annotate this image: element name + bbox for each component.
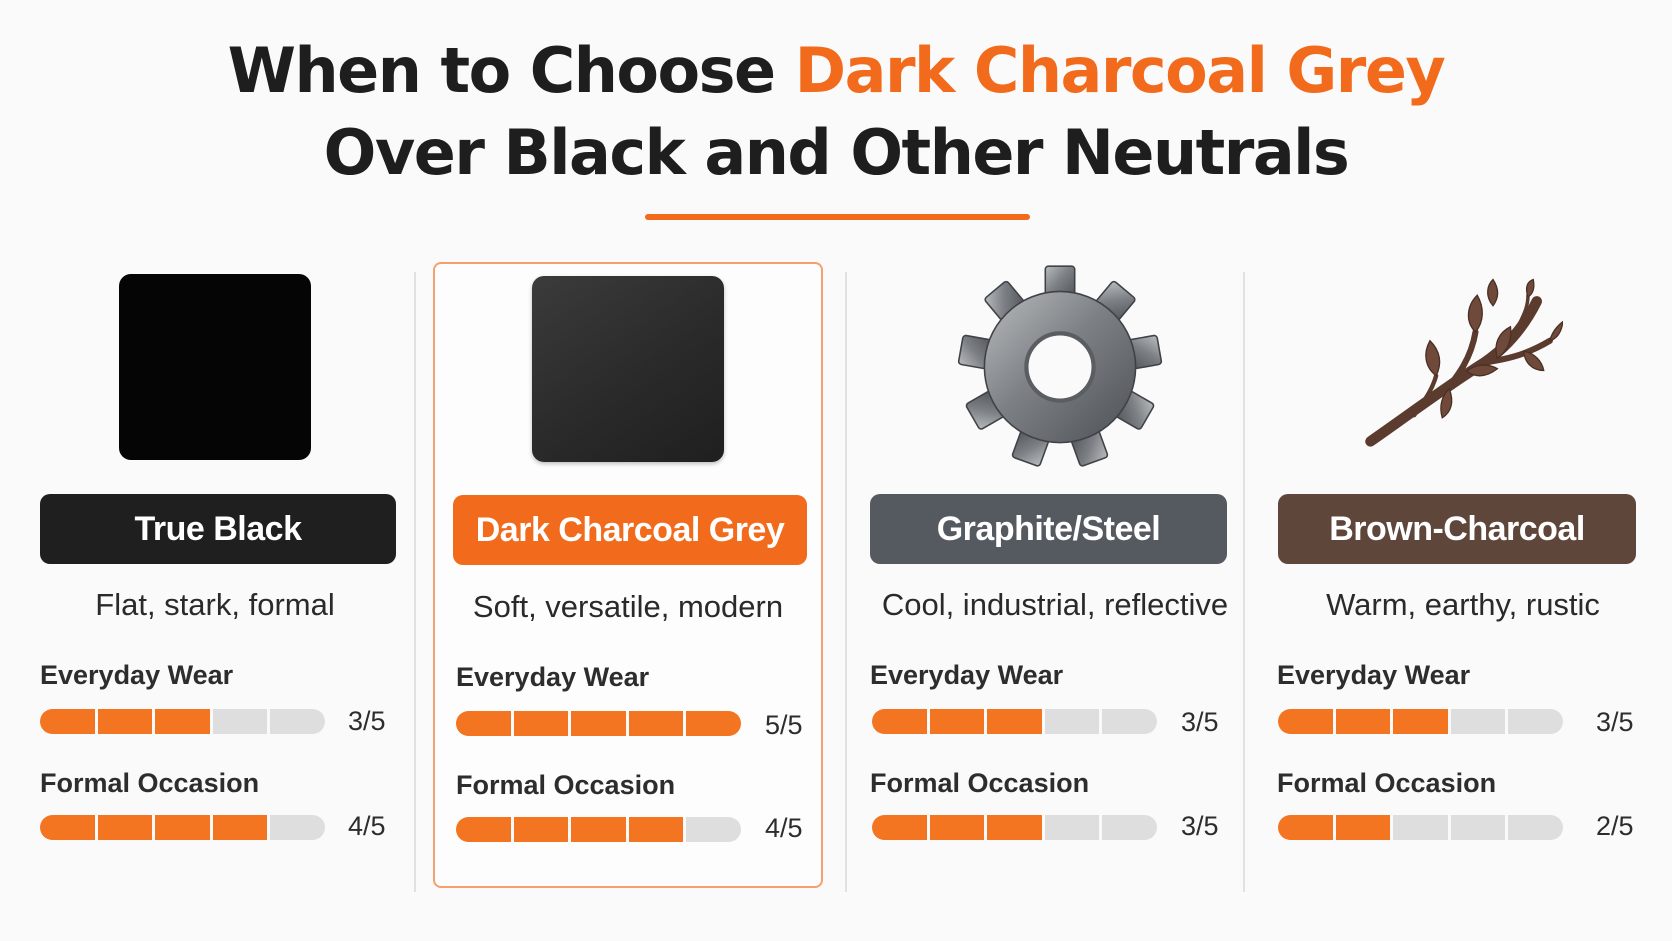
rating-score-formal: 4/5 — [348, 811, 386, 841]
column-divider — [414, 272, 416, 892]
option-card-dark-charcoal-grey: Dark Charcoal Grey Soft, versatile, mode… — [433, 262, 823, 888]
rating-segment-filled — [929, 709, 985, 734]
rating-segment-empty — [270, 815, 325, 840]
rating-segment-filled — [686, 711, 741, 736]
rating-label-everyday: Everyday Wear — [456, 662, 650, 692]
rating-label-everyday: Everyday Wear — [870, 660, 1064, 690]
rating-segment-empty — [1508, 709, 1563, 734]
rating-segment-filled — [97, 815, 153, 840]
charcoal-square-swatch — [523, 264, 733, 474]
rating-score-formal: 4/5 — [765, 813, 803, 843]
rating-label-everyday: Everyday Wear — [40, 660, 234, 690]
rating-segment-empty — [686, 817, 741, 842]
rating-bar-everyday — [872, 709, 1157, 734]
rating-segment-filled — [513, 817, 569, 842]
rating-segment-filled — [628, 817, 684, 842]
rating-score-everyday: 3/5 — [348, 706, 386, 736]
rating-segment-empty — [1450, 709, 1506, 734]
steel-gear-icon — [955, 262, 1165, 472]
rating-segment-empty — [1450, 815, 1506, 840]
rating-label-formal: Formal Occasion — [40, 768, 260, 798]
rating-segment-empty — [1044, 815, 1100, 840]
black-square-swatch — [110, 262, 320, 472]
option-description: Warm, earthy, rustic — [1326, 587, 1600, 622]
rating-label-formal: Formal Occasion — [1277, 768, 1497, 798]
rating-segment-filled — [571, 711, 626, 736]
option-description: Flat, stark, formal — [95, 587, 335, 622]
title-text: When to Choose — [227, 34, 795, 107]
rating-segment-filled — [872, 709, 927, 734]
rating-segment-filled — [872, 815, 927, 840]
option-description: Soft, versatile, modern — [472, 589, 784, 624]
page-title: When to Choose Dark Charcoal Grey Over B… — [0, 30, 1672, 194]
branch-icon — [1353, 262, 1563, 472]
option-name-pill: Brown-Charcoal — [1278, 494, 1636, 564]
rating-label-formal: Formal Occasion — [456, 770, 676, 800]
rating-segment-filled — [1393, 709, 1448, 734]
rating-label-formal: Formal Occasion — [870, 768, 1090, 798]
rating-score-formal: 2/5 — [1596, 811, 1634, 841]
option-name-pill: Dark Charcoal Grey — [453, 495, 807, 565]
rating-score-formal: 3/5 — [1181, 811, 1219, 841]
title-line-1: When to Choose Dark Charcoal Grey — [0, 30, 1672, 112]
title-line-2: Over Black and Other Neutrals — [323, 116, 1350, 189]
option-description: Cool, industrial, reflective — [881, 587, 1229, 622]
rating-segment-empty — [1044, 709, 1100, 734]
rating-segment-filled — [155, 709, 210, 734]
option-name-pill: Graphite/Steel — [870, 494, 1227, 564]
rating-segment-filled — [97, 709, 153, 734]
rating-label-everyday: Everyday Wear — [1277, 660, 1471, 690]
rating-score-everyday: 5/5 — [765, 710, 803, 740]
rating-bar-everyday — [40, 709, 325, 734]
rating-segment-filled — [456, 711, 511, 736]
rating-score-everyday: 3/5 — [1596, 707, 1634, 737]
rating-segment-filled — [929, 815, 985, 840]
rating-segment-empty — [1102, 709, 1157, 734]
rating-segment-filled — [212, 815, 268, 840]
rating-segment-empty — [1508, 815, 1563, 840]
option-card-brown-charcoal: Brown-Charcoal Warm, earthy, rustic Ever… — [1263, 262, 1653, 888]
rating-segment-filled — [1278, 709, 1333, 734]
rating-segment-filled — [1278, 815, 1333, 840]
title-underline — [645, 214, 1030, 220]
rating-segment-empty — [212, 709, 268, 734]
rating-bar-formal — [40, 815, 325, 840]
rating-bar-formal — [1278, 815, 1563, 840]
rating-segment-empty — [1393, 815, 1448, 840]
rating-segment-filled — [987, 815, 1042, 840]
title-accent-text: Dark Charcoal Grey — [794, 34, 1446, 107]
rating-bar-everyday — [1278, 709, 1563, 734]
rating-bar-formal — [872, 815, 1157, 840]
rating-segment-filled — [1335, 709, 1391, 734]
rating-segment-filled — [40, 709, 95, 734]
rating-segment-empty — [270, 709, 325, 734]
column-divider — [845, 272, 847, 892]
rating-segment-filled — [456, 817, 511, 842]
rating-bar-formal — [456, 817, 741, 842]
rating-bar-everyday — [456, 711, 741, 736]
rating-segment-filled — [571, 817, 626, 842]
option-card-true-black: True Black Flat, stark, formal Everyday … — [20, 262, 410, 888]
rating-segment-filled — [513, 711, 569, 736]
rating-segment-filled — [40, 815, 95, 840]
rating-segment-empty — [1102, 815, 1157, 840]
rating-segment-filled — [1335, 815, 1391, 840]
option-name-pill: True Black — [40, 494, 396, 564]
rating-segment-filled — [987, 709, 1042, 734]
rating-segment-filled — [155, 815, 210, 840]
rating-segment-filled — [628, 711, 684, 736]
option-card-graphite-steel: Graphite/Steel Cool, industrial, reflect… — [865, 262, 1255, 888]
rating-score-everyday: 3/5 — [1181, 707, 1219, 737]
column-divider — [1243, 272, 1245, 892]
